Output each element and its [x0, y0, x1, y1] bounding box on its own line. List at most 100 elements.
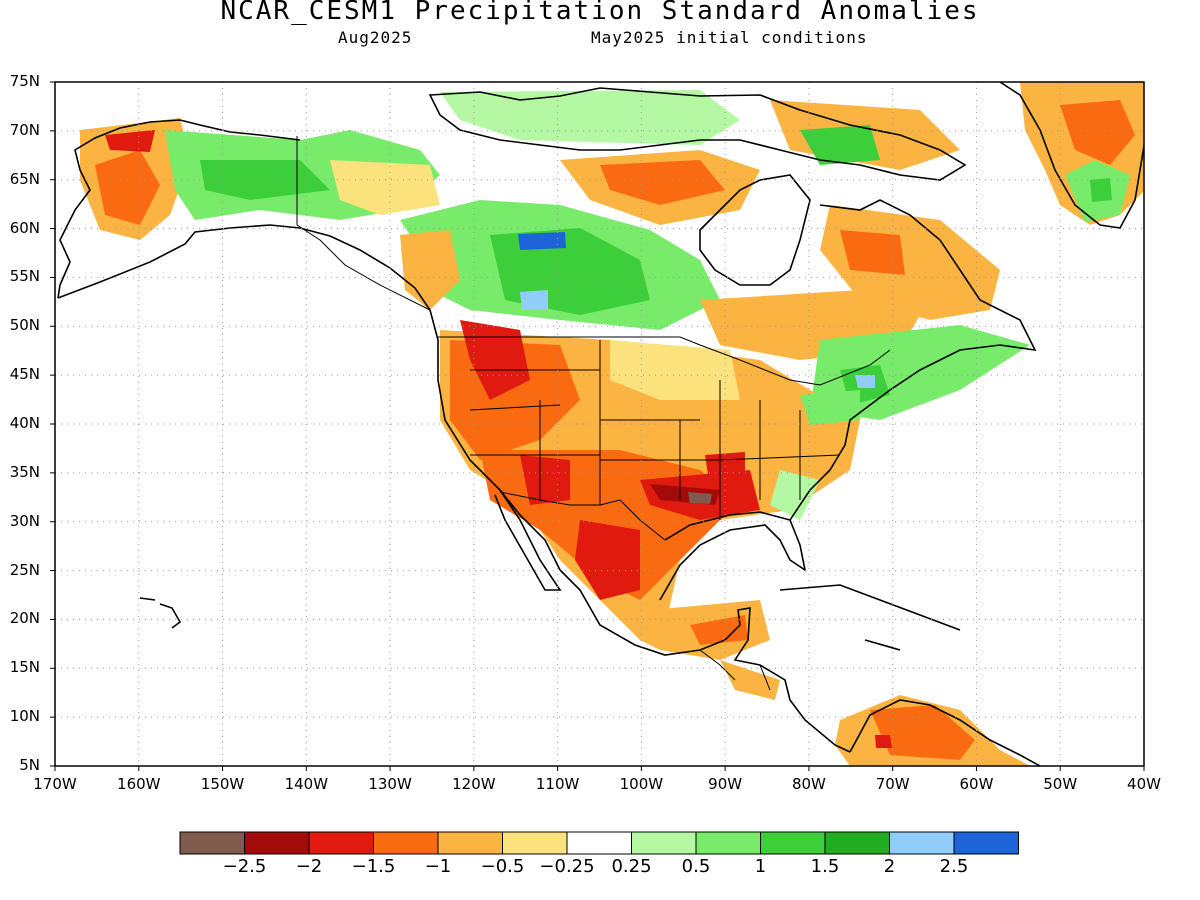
- graticule: [55, 82, 1144, 766]
- colorbar-swatch: [502, 831, 568, 855]
- hawaii: [139, 597, 182, 629]
- colorbar-swatch: [889, 831, 955, 855]
- colorbar: [179, 831, 1019, 855]
- political-borders: [296, 136, 891, 691]
- southwest-core: [520, 455, 570, 505]
- axis-ticks: [50, 81, 1145, 771]
- east-coast: [789, 199, 1037, 521]
- colorbar-swatch: [824, 831, 890, 855]
- arctic-islands: [428, 87, 967, 181]
- colorbar-swatch: [631, 831, 697, 855]
- chart-title: NCAR_CESM1 Precipitation Standard Anomal…: [220, 0, 980, 26]
- alaska-dry-core: [95, 150, 160, 225]
- colorbar-swatch: [953, 831, 1019, 855]
- lon-label: 120W: [452, 775, 496, 793]
- lon-label: 110W: [535, 775, 580, 793]
- greatlakes-wet: [800, 390, 860, 425]
- colorbar-label: −1.5: [351, 856, 396, 877]
- colorbar-swatch: [244, 831, 310, 855]
- west-us-light: [610, 340, 740, 400]
- idaho-core: [460, 320, 530, 400]
- lat-label: 15N: [9, 658, 40, 677]
- lat-label: 65N: [9, 169, 40, 188]
- colorbar-label: −0.5: [480, 856, 525, 877]
- colorbar-label: −0.25: [539, 856, 595, 877]
- prairie-wet-blue1: [518, 232, 566, 250]
- colorbar-swatch: [179, 831, 245, 855]
- northeast-wet-blue: [855, 375, 875, 388]
- colorbar-swatch: [760, 831, 826, 855]
- alaska-coast: [57, 119, 301, 299]
- colorbar-swatch: [373, 831, 439, 855]
- colorbar-label: 0.5: [681, 856, 711, 877]
- bc-dry: [400, 230, 460, 310]
- lon-label: 130W: [368, 775, 412, 793]
- greenland-coast: [999, 82, 1144, 229]
- lon-label: 70W: [875, 775, 910, 793]
- lon-label: 40W: [1127, 775, 1161, 793]
- lon-label: 170W: [33, 775, 77, 793]
- forecast-month: Aug2025: [338, 28, 413, 47]
- lat-label: 70N: [9, 120, 40, 139]
- samerica-core: [875, 735, 892, 748]
- lon-label: 140W: [284, 775, 329, 793]
- lat-label: 45N: [9, 365, 40, 384]
- colorbar-label: 2: [883, 856, 896, 877]
- gulf-coast: [659, 511, 807, 601]
- greenland-dry-core: [1060, 100, 1135, 165]
- colorbar-label: −2: [295, 856, 323, 877]
- lat-label: 40N: [9, 414, 40, 432]
- colorbar-label: −1: [424, 856, 452, 877]
- anomaly-shading: [80, 82, 1144, 766]
- lon-label: 80W: [791, 775, 826, 793]
- lon-label: 60W: [959, 775, 994, 793]
- colorbar-label: −2.5: [222, 856, 267, 877]
- camerica-dry: [720, 660, 780, 700]
- samerica-mod: [870, 705, 975, 760]
- baja-coast: [494, 489, 562, 591]
- nwt-light: [330, 160, 440, 215]
- alaska-border: [296, 136, 431, 311]
- colorbar-label: 1.5: [810, 856, 840, 877]
- hudson-dry-core: [600, 160, 725, 205]
- mexico-core: [575, 520, 640, 600]
- prairie-wet-blue2: [520, 290, 548, 310]
- colorbar-swatch: [566, 831, 632, 855]
- south-america-coast: [849, 699, 1041, 766]
- southeast-wet: [770, 470, 820, 520]
- alaska-dry-peak: [105, 130, 155, 152]
- baffin-wet: [800, 125, 880, 165]
- lat-label: 75N: [9, 72, 40, 90]
- colorbar-label: 2.5: [939, 856, 969, 877]
- central-america-borders: [699, 649, 771, 691]
- southcentral-extreme: [688, 492, 712, 504]
- initial-conditions: May2025 initial conditions: [591, 28, 868, 47]
- lon-label: 100W: [619, 775, 664, 793]
- lat-label: 25N: [9, 560, 40, 579]
- lat-label: 35N: [9, 462, 40, 481]
- lat-label: 20N: [9, 609, 40, 628]
- lon-label: 160W: [117, 775, 161, 793]
- lat-label: 55N: [9, 267, 40, 286]
- colorbar-swatch: [437, 831, 503, 855]
- us-canada-border: [438, 336, 891, 386]
- north-america-coast: [57, 224, 851, 753]
- colorbar-swatch: [695, 831, 761, 855]
- lon-label: 90W: [708, 775, 743, 793]
- colorbar-label: 0.25: [611, 856, 652, 877]
- lon-label: 150W: [200, 775, 245, 793]
- colorbar-label: 1: [754, 856, 767, 877]
- tennessee-core: [705, 452, 745, 488]
- lat-label: 30N: [9, 511, 40, 530]
- lat-label: 50N: [9, 316, 40, 335]
- yucatan-mod: [690, 615, 748, 645]
- labrador-dry-core: [840, 230, 905, 275]
- caribbean-islands: [779, 584, 961, 651]
- coastlines: [57, 82, 1144, 766]
- lat-label: 5N: [19, 756, 40, 774]
- lat-label: 10N: [9, 707, 40, 726]
- lat-label: 60N: [9, 218, 40, 237]
- colorbar-swatch: [308, 831, 374, 855]
- hudson-bay: [699, 174, 811, 286]
